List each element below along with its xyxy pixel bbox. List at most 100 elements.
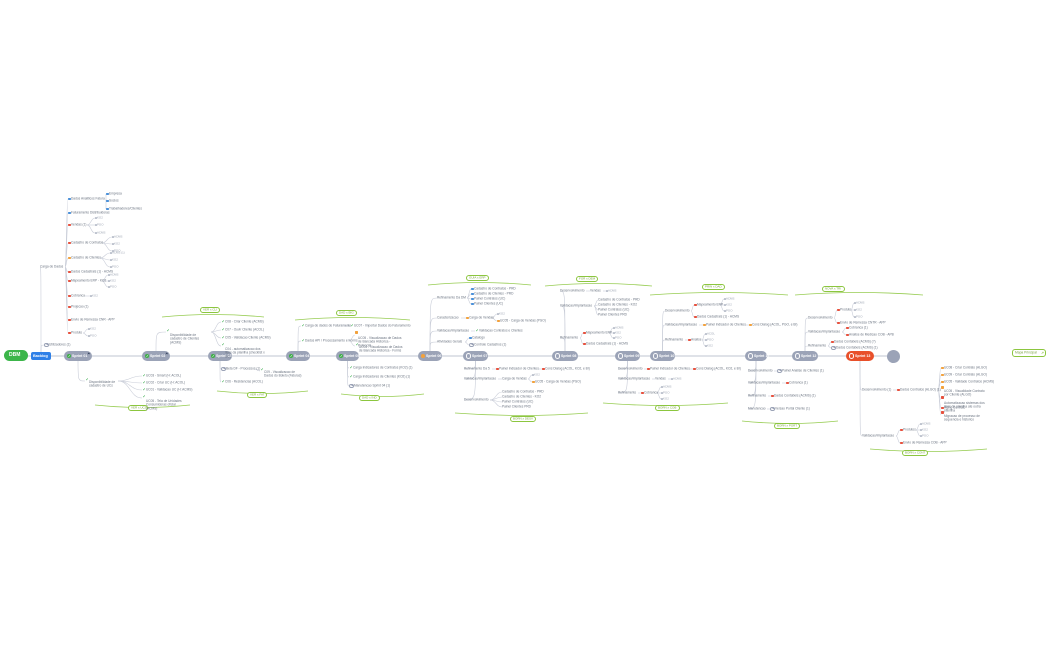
summary-label[interactable]: VER x CLI [200, 307, 220, 313]
summary-label[interactable]: DAD x BIG [336, 310, 357, 316]
topic-node-i7[interactable]: Cadastro de Contratos - PRD [502, 390, 585, 395]
topic-node-carga[interactable]: Carga de Dados [40, 265, 87, 270]
topic-node-d1[interactable]: Beta DF - Processos (1) [221, 366, 295, 372]
topic-node-b10[interactable]: Envio de Remessa CNR - APP [68, 318, 159, 323]
topic-node-e2[interactable]: ✓ UC07 - Importar Dados do Faturamento [350, 324, 466, 329]
topic-node-p3[interactable]: Validacao/Implantacao [808, 330, 872, 335]
tag-node-b7b[interactable]: KO2 [108, 279, 122, 284]
topic-node-c2[interactable]: ✓ C07 - Ouvir Cliente (ACOL) [221, 328, 302, 333]
dot-node-enddot[interactable] [887, 349, 900, 363]
tag-node-b3c[interactable]: ACMS [95, 231, 114, 236]
topic-node-c1[interactable]: ✓ C08 - Criar Cliente (ACMS) [221, 320, 302, 325]
topic-node-b4[interactable]: Cadastro de Contratos [68, 241, 136, 246]
topic-node-g2[interactable]: ✓ Carga Indicadores de Clientes (KO2) (1) [349, 375, 467, 380]
topic-node-m6[interactable]: Dados Contabeis (ACMS) (1) [771, 394, 858, 399]
topic-node-i8[interactable]: Cadastro de Clientes - KO2 [502, 395, 580, 400]
topic-node-p1[interactable]: Produto [837, 308, 863, 313]
topic-node-p2[interactable]: Envio de Remessa CNTR - APP [837, 321, 932, 326]
topic-node-l4[interactable]: Validacao/Implantacao [665, 323, 729, 328]
topic-node-b8[interactable]: Cobranca [68, 294, 99, 299]
topic-node-p5[interactable]: Analise de Medicao COB - APB [846, 333, 939, 338]
topic-node-h11[interactable]: Controle Cadastros (1) [469, 342, 539, 348]
topic-node-j4[interactable]: Cadastro de Contratos - PRD [598, 298, 681, 303]
topic-node-j2[interactable]: Vendas [590, 289, 611, 294]
sprint-node-s11[interactable]: Sprint 11 [745, 351, 770, 361]
topic-node-h6b[interactable]: UC05 - Carga de Vendas (PGO) [497, 319, 592, 324]
topic-node-l1[interactable]: Desenvolvimento [665, 309, 714, 314]
topic-node-l7[interactable]: Refinamento [665, 338, 701, 343]
topic-node-i5[interactable]: Carga de Vendas [502, 377, 551, 382]
topic-node-e5[interactable]: ✓ UC04 - Visualizacao de Dados de Bancada… [355, 342, 449, 353]
topic-node-k1[interactable]: Desenvolvimento [618, 367, 667, 372]
sprint-node-s04[interactable]: ✓ Sprint 04 [286, 351, 310, 361]
topic-node-i4[interactable]: Validacao/Implantacao [464, 377, 528, 382]
tag-node-p1b[interactable]: KO2 [854, 308, 868, 313]
topic-node-m2[interactable]: Painel Analise de Clientes (1) [777, 368, 866, 374]
sprint-node-s12[interactable]: Sprint 12 [792, 351, 818, 361]
topic-node-u1[interactable]: ✓ UC03 - Smart (H: ACOL) [142, 374, 216, 379]
tag-node-h6a[interactable]: KO2 [497, 312, 511, 317]
tag-node-l8c[interactable]: KO2 [705, 344, 719, 349]
topic-node-q4[interactable]: UC09 - Criar Contrato (ALGO) [941, 373, 1030, 378]
topic-node-q5[interactable]: UC05 - Validade Contratos (ACMS) [941, 380, 1045, 385]
topic-node-i3[interactable]: Cons Dialog (ACOL, KO2, e BI) [542, 367, 635, 372]
topic-node-u4[interactable]: ✓ UC05 - Tela de Unidades Consumidoras of… [142, 394, 224, 410]
topic-node-b1c[interactable]: Trabalhadores/Clientes [106, 207, 175, 212]
topic-node-h3[interactable]: Painel Contratos (UC) [471, 297, 537, 302]
tag-node-b5c[interactable]: PGO [110, 265, 125, 270]
topic-node-s01c[interactable]: ✓ Disponibilidade de cadastro de UCs [85, 377, 143, 388]
tag-node-j2a[interactable]: ACMS [606, 289, 625, 294]
tag-node-b11b[interactable]: PGO [88, 334, 103, 339]
topic-node-k2[interactable]: Painel Indicador de Clientes [647, 367, 730, 372]
tag-node-k7a[interactable]: ACMS [661, 385, 680, 390]
topic-node-k3[interactable]: Cons Dialog (ACOL, KO2, e BI) [693, 367, 786, 372]
topic-node-d3[interactable]: ✓ C06 - Residencias (ACOL) [221, 380, 300, 385]
tag-node-b7c[interactable]: PGO [108, 285, 123, 290]
topic-node-q7[interactable]: Automatizacao sistemas dos itens da plan… [941, 396, 1028, 412]
topic-node-q2[interactable]: Dados Contratos (ALGO) (1) [897, 388, 982, 393]
topic-node-i6[interactable]: Desenvolvimento [464, 398, 513, 403]
summary-label[interactable]: DAD x IND [359, 395, 380, 401]
tag-node-q11b[interactable]: KO2 [920, 428, 934, 433]
tag-node-b3a[interactable]: KO2 [95, 216, 109, 221]
tag-node-b4a[interactable]: ACMS [112, 235, 131, 240]
root-node-dbm[interactable]: DBM [4, 349, 28, 361]
topic-node-c4[interactable]: ✓ C04 - automatizacao dos itens da planil… [221, 342, 309, 358]
topic-node-m5[interactable]: Refinamento [748, 394, 784, 399]
topic-node-k4[interactable]: Validacao/Implantacao [618, 377, 682, 382]
tag-node-b3b[interactable]: PGO [95, 223, 110, 228]
topic-node-h9[interactable]: Atividades Gerais [437, 340, 487, 345]
topic-node-d2[interactable]: ✓ C09 - Visualizacao de Dados do Boleto (… [260, 367, 346, 378]
topic-node-p4[interactable]: Cobranca (1) [846, 326, 887, 331]
topic-node-l6[interactable]: Cons Dialog (ACOL, PGO, e BI) [749, 323, 843, 328]
topic-node-u2[interactable]: ✓ UC02 - Criar UC (H: ACOL) [142, 381, 224, 386]
topic-node-j9[interactable]: Mapeamento ERP [583, 331, 639, 336]
topic-node-q6[interactable]: UC05 - Visualidade Contrato por Cliente … [941, 386, 1028, 397]
sprint-node-s09[interactable]: Sprint 09 [615, 351, 640, 361]
topic-node-q10[interactable]: Validacao/Implantacao [862, 434, 926, 439]
tag-node-l8a[interactable]: ACOL [705, 332, 723, 337]
topic-node-q3[interactable]: UC08 - Criar Contrato (ALGO) [941, 366, 1030, 371]
topic-node-p6[interactable]: Refinamento [808, 344, 844, 349]
topic-node-k7[interactable]: Cobranca [641, 391, 672, 396]
sprint-node-s01[interactable]: ✓ Sprint 01 ⚑ [64, 351, 92, 361]
tag-node-k7c[interactable]: KO2 [661, 397, 675, 402]
topic-node-l8[interactable]: Analise [688, 338, 712, 343]
topic-node-h4[interactable]: Painel Clientes (UC) [471, 302, 532, 307]
tag-node-j9c[interactable]: PGO [613, 336, 628, 341]
topic-node-m4[interactable]: Cobranca (1) [786, 381, 827, 386]
tag-node-b4b[interactable]: KO2 [112, 242, 126, 247]
topic-node-i9[interactable]: Painel Contratos (UC) [502, 400, 565, 405]
topic-node-b7[interactable]: Mapeamento ERP - KO2 [68, 279, 142, 284]
topic-node-b5[interactable]: Cadastro de Clientes [68, 256, 131, 261]
topic-node-l3[interactable]: Dados Cadastrais (1) - ACMS [694, 315, 782, 320]
topic-node-q12[interactable]: Envio de Remessa COB - APP [900, 441, 991, 446]
summary-label[interactable]: GUIA x ERP [466, 275, 489, 281]
topic-node-j6[interactable]: Painel Contratos (UC) [598, 308, 661, 313]
summary-label[interactable]: PRIN x DAD [702, 284, 725, 290]
link-node-maplink[interactable]: Mapa Principal ↗ [1012, 349, 1046, 357]
topic-node-s02c[interactable]: ✓ Disponibilidade de cadastro de Clientes… [166, 328, 248, 344]
topic-node-b3[interactable]: Vendas (1) [68, 223, 102, 228]
topic-node-h7[interactable]: Validacao/Implantacao [437, 329, 501, 334]
tag-node-l2b[interactable]: KO2 [724, 303, 738, 308]
